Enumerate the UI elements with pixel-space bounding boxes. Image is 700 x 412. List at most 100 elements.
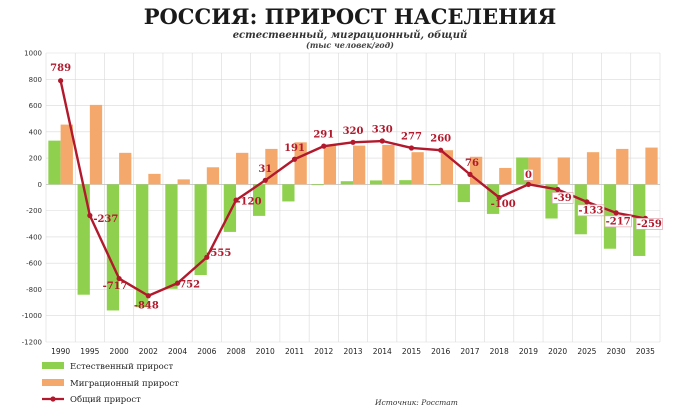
y-tick-label: 600 — [29, 102, 42, 110]
data-label: -717 — [103, 281, 128, 292]
x-tick-label: 2018 — [490, 347, 509, 356]
bar-migration — [89, 104, 103, 185]
legend: Естественный прирост Миграционный прирост… — [42, 362, 179, 405]
bar-migration — [265, 148, 278, 185]
bar-migration — [499, 167, 512, 185]
data-label-box — [635, 218, 663, 230]
x-tick-label: 2000 — [110, 347, 129, 356]
x-tick-label: 2020 — [548, 347, 567, 356]
data-label: 76 — [465, 158, 479, 169]
data-label-box — [604, 215, 632, 228]
x-tick-label: 2011 — [285, 347, 304, 356]
y-tick-label: -600 — [26, 260, 42, 268]
chart-title: РОССИЯ: ПРИРОСТ НАСЕЛЕНИЯ — [144, 4, 557, 29]
x-tick-label: 2030 — [607, 347, 626, 356]
data-label: 260 — [430, 134, 451, 145]
data-label: -555 — [206, 248, 231, 259]
bar-natural — [253, 184, 266, 216]
data-label: -39 — [554, 193, 572, 204]
legend-label-natural: Естественный прирост — [70, 362, 174, 372]
source-note: Источник: Росстат — [374, 398, 458, 407]
bar-natural — [194, 184, 207, 276]
bar-migration — [148, 173, 161, 185]
x-axis: 1990 1995 2000 2002 2004 2006 2008 2010 2011 2012… — [51, 347, 655, 356]
bar-natural — [165, 184, 178, 289]
y-tick-label: -200 — [26, 207, 42, 215]
y-tick-label: 200 — [29, 155, 42, 163]
bar-natural — [369, 180, 383, 185]
x-tick-label: 2014 — [373, 347, 392, 356]
data-label: 291 — [313, 130, 334, 141]
chart-units: (тыс человек/год) — [306, 40, 394, 50]
bar-natural — [457, 184, 470, 203]
total-point — [58, 78, 64, 84]
total-point — [291, 156, 298, 162]
legend-label-total: Общий прирост — [70, 394, 141, 405]
bar-migration — [60, 124, 73, 185]
total-point — [379, 138, 385, 144]
data-label-box — [577, 204, 605, 217]
bar-natural — [340, 181, 353, 185]
data-label: -120 — [237, 197, 262, 208]
legend-marker-total — [50, 396, 56, 402]
bar-natural — [486, 184, 500, 214]
data-labels: 789 -237 -717 -848 -752 -555 -120 31 191 291 320 33… — [50, 63, 663, 311]
y-axis: 1000 800 600 400 200 0 -200 -400 -600 -800 -1000 -1… — [22, 50, 42, 347]
total-point — [613, 210, 619, 216]
total-point — [496, 194, 502, 201]
legend-swatch-migration — [42, 379, 64, 386]
data-label: -259 — [637, 219, 662, 230]
data-label-box — [523, 169, 534, 181]
y-tick-label: -800 — [26, 286, 42, 294]
data-label: -848 — [134, 300, 159, 311]
x-tick-label: 2035 — [636, 347, 655, 356]
x-tick-label: 2010 — [256, 347, 275, 356]
x-tick-label: 2019 — [519, 347, 538, 356]
x-tick-label: 1995 — [80, 347, 99, 356]
x-tick-label: 2004 — [168, 347, 187, 356]
data-label: 31 — [258, 164, 272, 175]
total-point — [438, 147, 444, 153]
data-label: -217 — [606, 216, 631, 227]
bar-natural — [106, 184, 120, 311]
bar-migration — [616, 148, 629, 185]
data-label: 277 — [401, 131, 422, 142]
bar-migration — [586, 152, 600, 185]
bar-natural — [77, 184, 90, 295]
bar-natural — [428, 184, 441, 186]
bar-migration — [206, 167, 220, 185]
y-tick-label: 400 — [29, 128, 42, 136]
data-label: 320 — [343, 126, 364, 137]
bar-natural — [282, 184, 295, 202]
data-label: -237 — [93, 214, 118, 225]
total-point — [467, 171, 473, 177]
legend-label-migration: Миграционный прирост — [70, 379, 179, 389]
total-point — [145, 293, 151, 299]
total-point — [525, 181, 532, 187]
total-point — [204, 254, 210, 260]
total-point — [174, 280, 181, 286]
x-tick-label: 2015 — [402, 347, 421, 356]
total-point — [350, 139, 356, 145]
legend-swatch-natural — [42, 362, 64, 369]
data-label: -752 — [175, 280, 200, 291]
bar-migration — [119, 152, 132, 185]
bar-migration — [177, 179, 190, 185]
total-point — [408, 145, 415, 151]
total-point — [233, 197, 239, 203]
x-tick-label: 2013 — [343, 347, 362, 356]
total-point — [584, 199, 590, 205]
x-tick-label: 2006 — [197, 347, 216, 356]
data-label: -100 — [491, 199, 516, 210]
bar-migration — [236, 152, 249, 185]
total-point — [116, 275, 122, 282]
bar-natural — [223, 184, 237, 232]
x-tick-label: 1990 — [51, 347, 70, 356]
total-point — [262, 177, 268, 183]
bar-migration — [294, 142, 307, 185]
bar-migration — [411, 152, 424, 185]
bar-natural — [399, 180, 412, 185]
bar-natural — [136, 184, 149, 308]
